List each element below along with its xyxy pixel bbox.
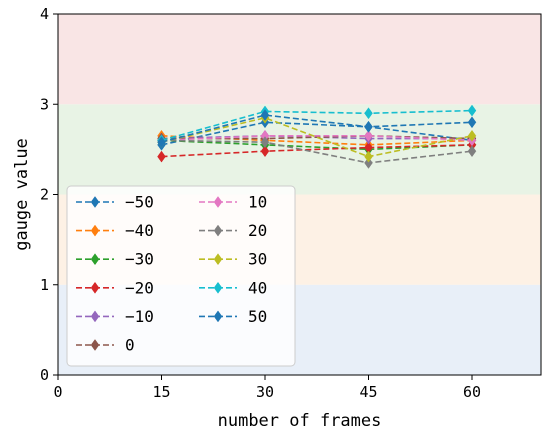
legend-entry: 10 (199, 193, 267, 212)
legend-marker (90, 253, 100, 266)
legend-entry: 20 (199, 221, 267, 240)
data-point (364, 150, 373, 163)
data-point (260, 109, 270, 122)
legend-label: −50 (125, 193, 154, 212)
legend-marker (213, 281, 223, 294)
legend: −50 −40 −30 −20 −10 0 10 20 30 40 50 (66, 185, 296, 367)
x-tick-label: 15 (152, 383, 170, 401)
legend-marker (90, 281, 100, 294)
legend-marker (90, 339, 100, 351)
legend-entry: 0 (76, 336, 135, 355)
legend-label: 10 (248, 193, 267, 212)
legend-entry: 40 (199, 278, 267, 297)
series-7 (157, 134, 477, 169)
data-point (467, 145, 477, 158)
legend-marker (213, 196, 223, 208)
legend-marker (90, 310, 100, 323)
legend-label: −10 (125, 307, 154, 326)
series-line (161, 121, 473, 146)
legend-label: 40 (248, 278, 267, 297)
legend-marker (213, 253, 223, 266)
legend-label: −20 (125, 278, 154, 297)
x-axis: 0 15 30 45 60 (53, 375, 481, 401)
background-band-3 (58, 14, 541, 105)
legend-label: 50 (248, 307, 267, 326)
data-point (364, 107, 373, 120)
series-line (161, 135, 473, 140)
series-line (161, 135, 473, 142)
x-tick-label: 0 (53, 383, 62, 401)
x-axis-label: number of frames (218, 411, 382, 431)
data-point (467, 116, 477, 129)
y-axis: 0 1 2 3 4 (40, 5, 58, 384)
data-point (157, 150, 166, 163)
legend-label: 30 (248, 250, 267, 269)
legend-box (66, 185, 296, 367)
data-point (467, 129, 477, 142)
legend-entry: −30 (76, 250, 154, 269)
legend-entry: −40 (76, 221, 154, 240)
legend-marker (90, 196, 100, 208)
x-tick-label: 30 (256, 383, 274, 401)
series-line (161, 109, 473, 142)
series-line (161, 139, 473, 164)
series-line (161, 135, 473, 146)
series-line (161, 114, 473, 143)
data-point (260, 145, 270, 158)
series-layer (157, 104, 477, 169)
data-point (260, 136, 270, 149)
legend-label: −30 (125, 250, 154, 269)
x-tick-label: 45 (359, 383, 377, 401)
legend-entry: 50 (199, 307, 267, 326)
y-tick-label: 4 (40, 5, 49, 23)
x-tick-label: 60 (463, 383, 481, 401)
data-point (364, 120, 373, 133)
legend-label: 0 (125, 336, 135, 355)
series-line (161, 144, 473, 158)
legend-entry: −50 (76, 193, 154, 212)
y-tick-label: 3 (40, 95, 49, 113)
legend-label: 20 (248, 221, 267, 240)
series-line (161, 139, 473, 151)
legend-entry: −20 (76, 278, 154, 297)
series-10 (157, 109, 477, 149)
legend-entry: −10 (76, 307, 154, 326)
legend-marker (213, 224, 223, 237)
y-tick-label: 2 (40, 186, 49, 204)
background-bands (58, 14, 541, 375)
y-tick-label: 1 (40, 276, 49, 294)
legend-label: −40 (125, 221, 154, 240)
data-point (467, 104, 477, 117)
legend-entry: 30 (199, 250, 267, 269)
data-point (157, 136, 166, 149)
y-axis-label: gauge value (12, 138, 32, 251)
legend-marker (213, 310, 223, 323)
data-point (364, 156, 373, 169)
y-tick-label: 0 (40, 366, 49, 384)
data-point (364, 129, 373, 142)
legend-marker (90, 224, 100, 237)
